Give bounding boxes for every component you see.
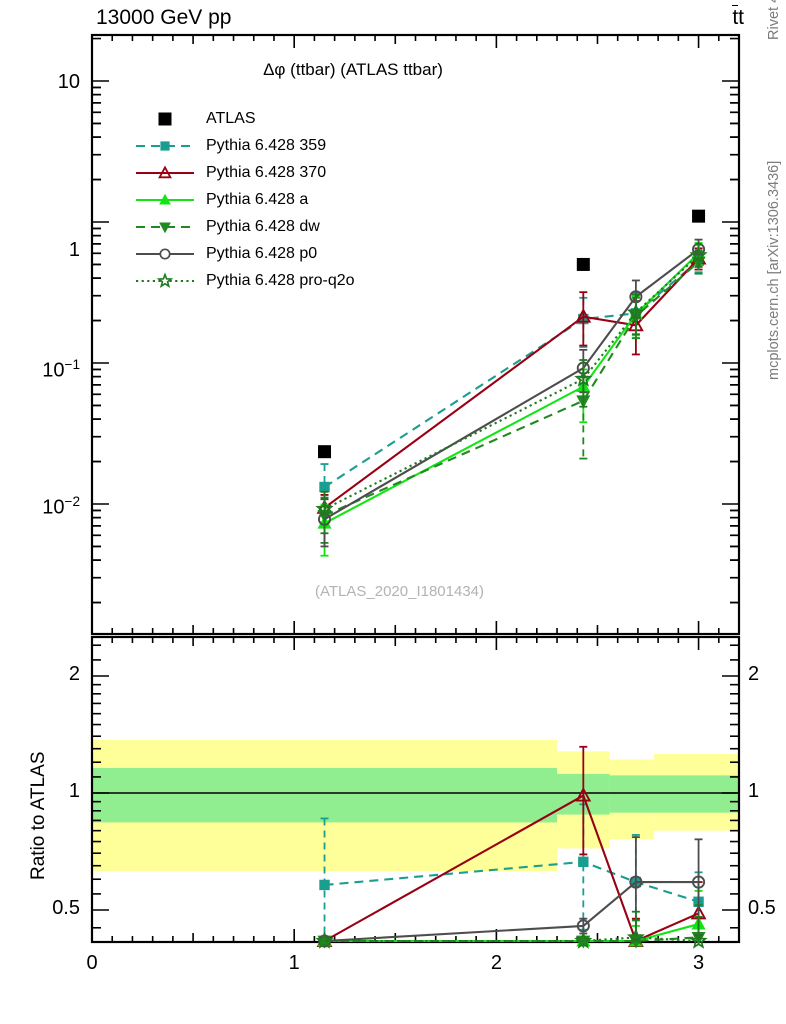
main-data-point bbox=[315, 499, 334, 517]
main-plot-title: Δφ (ttbar) (ATLAS ttbar) bbox=[263, 60, 443, 79]
ratio-data-point bbox=[692, 875, 706, 889]
legend-item-pa[interactable]: Pythia 6.428 a bbox=[134, 186, 434, 213]
legend-item-pdw[interactable]: Pythia 6.428 dw bbox=[134, 213, 434, 240]
ratio-uncertainty-band bbox=[609, 775, 739, 813]
ratio-series-line bbox=[324, 936, 699, 943]
legend-label-proq2o: Pythia 6.428 pro-q2o bbox=[206, 271, 355, 289]
ratio-data-point bbox=[689, 931, 708, 949]
ratio-data-point bbox=[315, 931, 334, 949]
main-ytick-label-1e-2: 10−2 bbox=[42, 494, 80, 519]
main-series-line bbox=[323, 248, 700, 521]
main-data-point bbox=[575, 308, 592, 323]
main-data-point bbox=[319, 481, 330, 493]
ratio-series-line bbox=[324, 936, 699, 943]
legend-label-p370: Pythia 6.428 370 bbox=[206, 163, 327, 181]
main-data-point bbox=[626, 302, 645, 321]
legend-label-pa: Pythia 6.428 a bbox=[206, 190, 309, 208]
x-axis-tick-label-2: 2 bbox=[490, 952, 502, 974]
main-ytick-label-1: 1 bbox=[68, 239, 80, 261]
ratio-ytick-label-05-left: 0.5 bbox=[52, 897, 80, 919]
ratio-uncertainty-band bbox=[92, 767, 558, 823]
main-data-point-atlas bbox=[318, 445, 332, 459]
legend-item-pp0[interactable]: Pythia 6.428 p0 bbox=[134, 240, 434, 267]
main-ytick-label-1e-1: 10−1 bbox=[42, 357, 80, 382]
main-ytick-label-10: 10 bbox=[57, 71, 80, 93]
ratio-ytick-label-2-right: 2 bbox=[748, 663, 760, 685]
main-data-point-atlas bbox=[692, 209, 706, 223]
legend-marker-p370 bbox=[136, 165, 194, 178]
ratio-series-line bbox=[324, 881, 699, 943]
main-data-point-atlas bbox=[576, 257, 590, 271]
ratio-data-point bbox=[629, 875, 643, 889]
ratio-series-line bbox=[324, 860, 699, 903]
analysis-watermark: (ATLAS_2020_I1801434) bbox=[315, 583, 485, 600]
header-beam-energy: 13000 GeV pp bbox=[96, 6, 232, 29]
legend-label-p359: Pythia 6.428 359 bbox=[206, 136, 327, 154]
legend-marker-proq2o bbox=[136, 271, 194, 288]
ratio-data-point bbox=[626, 927, 645, 946]
legend-label-pdw: Pythia 6.428 dw bbox=[206, 217, 320, 235]
main-data-point bbox=[574, 369, 593, 387]
legend: ATLAS Pythia 6.428 359 Pythia 6.428 370 Pyt… bbox=[134, 105, 434, 294]
ratio-ytick-label-05-right: 0.5 bbox=[748, 897, 776, 919]
x-axis-tick-label-1: 1 bbox=[288, 952, 300, 974]
legend-marker-pa bbox=[136, 193, 194, 204]
legend-label-atlas: ATLAS bbox=[206, 109, 256, 127]
main-data-point bbox=[689, 245, 708, 264]
legend-marker-atlas bbox=[158, 112, 172, 125]
legend-label-pp0: Pythia 6.428 p0 bbox=[206, 244, 318, 262]
legend-marker-pdw bbox=[136, 222, 194, 233]
main-series-line bbox=[324, 254, 700, 511]
ratio-data-point bbox=[578, 856, 589, 868]
ratio-ytick-label-2-left: 2 bbox=[68, 663, 80, 685]
ratio-ytick-label-1-left: 1 bbox=[68, 780, 80, 802]
main-series-line bbox=[324, 252, 700, 525]
ratio-ytick-label-1-right: 1 bbox=[748, 780, 760, 802]
header-process-label: tt bbox=[732, 5, 744, 29]
legend-marker-p359 bbox=[136, 140, 194, 151]
legend-item-p359[interactable]: Pythia 6.428 359 bbox=[134, 132, 434, 159]
ratio-series-line bbox=[324, 794, 699, 943]
legend-item-atlas[interactable]: ATLAS bbox=[134, 105, 434, 132]
x-axis-tick-labels: 0 1 2 3 bbox=[0, 952, 786, 980]
legend-marker-pp0 bbox=[136, 247, 194, 260]
ratio-data-point bbox=[575, 786, 592, 802]
main-series-line bbox=[323, 260, 700, 488]
ratio-data-point bbox=[574, 931, 593, 949]
legend-item-p370[interactable]: Pythia 6.428 370 bbox=[134, 159, 434, 186]
main-series-line bbox=[324, 261, 700, 517]
legend-item-proq2o[interactable]: Pythia 6.428 pro-q2o bbox=[134, 267, 434, 294]
x-axis-tick-label-0: 0 bbox=[86, 952, 98, 974]
ratio-data-point bbox=[319, 879, 330, 891]
x-axis-tick-label-3: 3 bbox=[693, 952, 705, 974]
main-series-line bbox=[323, 257, 700, 509]
